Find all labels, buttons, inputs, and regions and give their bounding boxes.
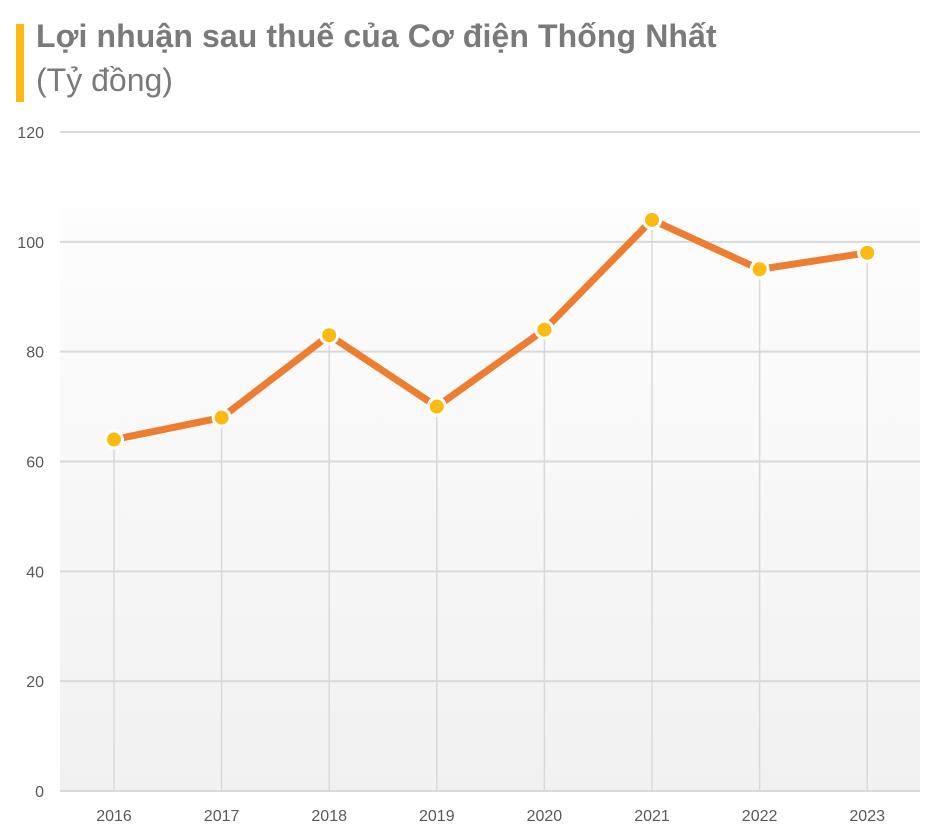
chart-title: Lợi nhuận sau thuế của Cơ điện Thống Nhấ… xyxy=(36,18,717,54)
x-tick-label: 2022 xyxy=(742,808,778,825)
x-tick-label: 2016 xyxy=(96,808,132,825)
x-tick-label: 2023 xyxy=(849,808,885,825)
y-tick-label: 80 xyxy=(26,345,44,362)
data-point-2016 xyxy=(104,429,124,450)
x-axis-ticks: 2016 2017 2018 2019 2020 2021 2022 2023 xyxy=(96,808,885,825)
y-tick-label: 0 xyxy=(35,784,44,801)
gridlines xyxy=(60,131,920,792)
data-point-2017 xyxy=(211,407,232,428)
x-tick-label: 2019 xyxy=(419,808,455,825)
y-axis-ticks: 0 20 40 60 80 100 120 xyxy=(17,125,44,801)
data-point-2019 xyxy=(426,396,447,417)
title-accent-bar xyxy=(16,24,24,102)
x-tick-label: 2021 xyxy=(634,808,670,825)
data-point-2021 xyxy=(642,209,662,230)
y-tick-label: 20 xyxy=(26,674,44,691)
data-point-2020 xyxy=(534,319,555,340)
data-point-markers xyxy=(104,209,878,450)
data-point-2023 xyxy=(857,242,878,263)
x-tick-label: 2020 xyxy=(527,808,563,825)
y-tick-label: 100 xyxy=(17,235,44,252)
profit-series-line xyxy=(113,215,868,443)
y-tick-label: 120 xyxy=(17,125,44,142)
chart-subtitle: (Tỷ đồng) xyxy=(36,62,173,98)
y-tick-label: 40 xyxy=(26,564,44,581)
x-tick-label: 2018 xyxy=(311,808,347,825)
plot-background xyxy=(60,207,920,791)
data-point-2022 xyxy=(749,259,770,280)
drop-lines xyxy=(113,219,868,791)
data-point-2018 xyxy=(319,325,340,346)
x-tick-label: 2017 xyxy=(204,808,240,825)
y-tick-label: 60 xyxy=(26,455,44,472)
